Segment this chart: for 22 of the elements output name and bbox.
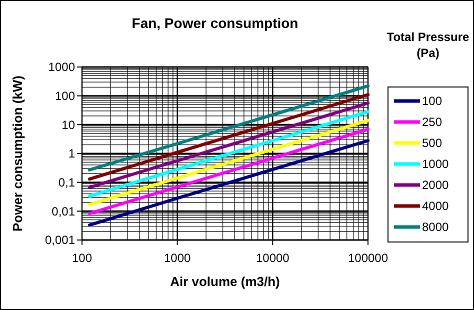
legend-label: 500 bbox=[422, 136, 442, 150]
x-tick-label: 10000 bbox=[256, 251, 290, 265]
legend-label: 100 bbox=[422, 94, 442, 108]
x-tick-label: 100000 bbox=[348, 251, 388, 265]
y-tick-label: 10 bbox=[62, 118, 76, 132]
legend-label: 4000 bbox=[422, 199, 450, 214]
x-axis-title: Air volume (m3/h) bbox=[170, 274, 280, 289]
y-tick-label: 0,001 bbox=[44, 233, 76, 248]
x-tick-label: 1000 bbox=[164, 251, 192, 265]
y-axis-title: Power consumption (kW) bbox=[10, 76, 25, 232]
y-tick-label: 1000 bbox=[48, 60, 76, 74]
legend-label: 250 bbox=[422, 115, 442, 130]
y-tick-label: 100 bbox=[54, 89, 76, 104]
legend-label: 8000 bbox=[422, 220, 450, 234]
y-tick-label: 0,1 bbox=[58, 176, 76, 190]
x-tick-label: 100 bbox=[72, 251, 92, 265]
y-tick-label: 0,01 bbox=[52, 204, 76, 218]
y-tick-label: 1 bbox=[68, 146, 76, 161]
legend-label: 2000 bbox=[422, 178, 450, 192]
legend-label: 1000 bbox=[422, 157, 450, 172]
chart-title: Fan, Power consumption bbox=[132, 15, 298, 31]
legend-title: Total Pressure (Pa) bbox=[386, 30, 470, 60]
